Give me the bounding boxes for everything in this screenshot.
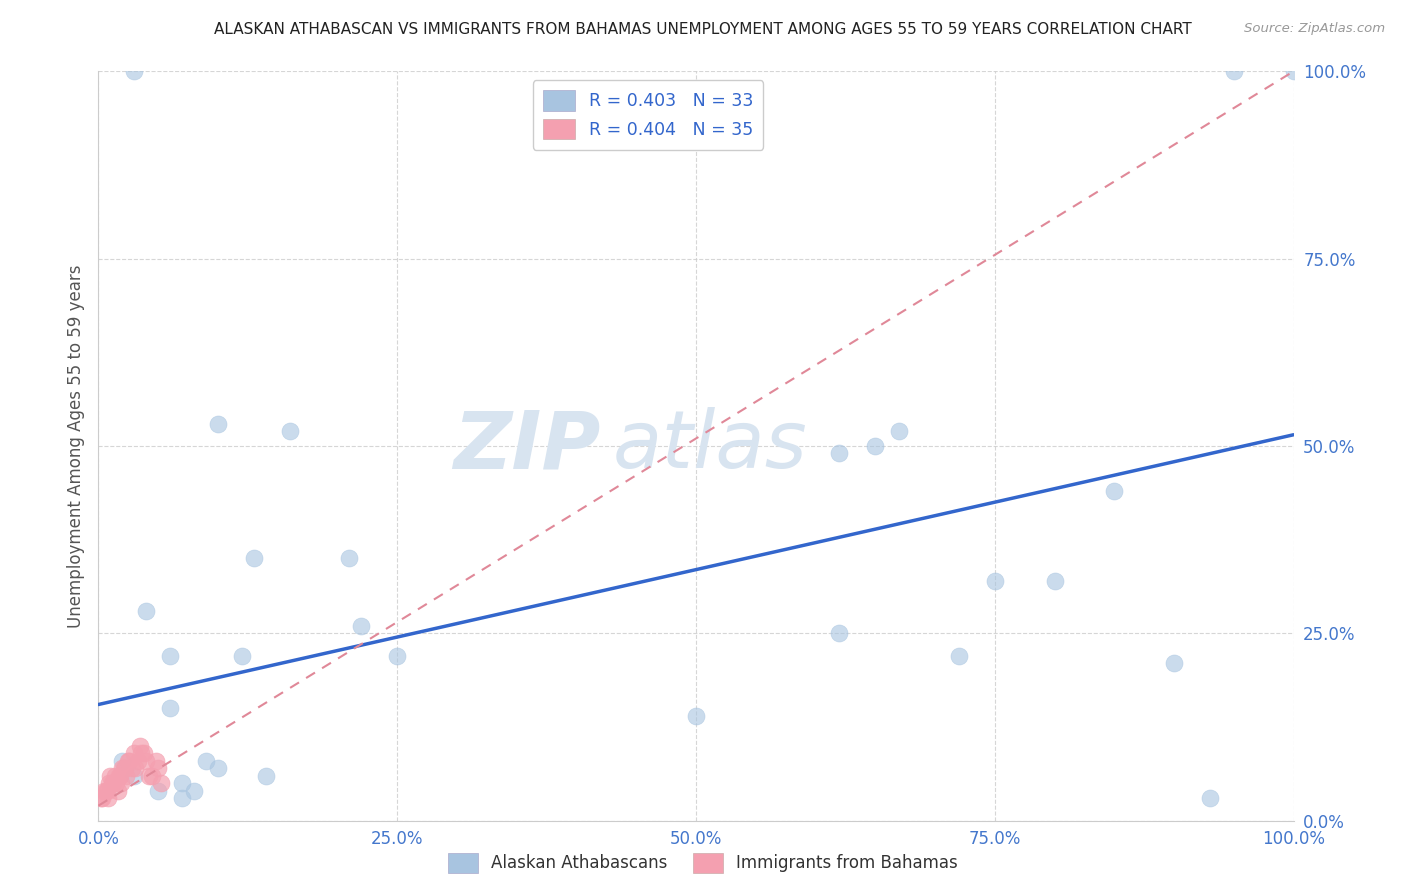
Point [948, 648, 970, 663]
Text: ALASKAN ATHABASCAN VS IMMIGRANTS FROM BAHAMAS UNEMPLOYMENT AMONG AGES 55 TO 59 Y: ALASKAN ATHABASCAN VS IMMIGRANTS FROM BA… [214, 22, 1192, 37]
Point [828, 626, 851, 640]
Point [183, 783, 205, 797]
Point [172, 791, 194, 805]
Point [111, 761, 134, 775]
Point [195, 754, 218, 768]
Point [114, 761, 136, 775]
Point [132, 746, 155, 760]
Point [145, 754, 167, 768]
Point [104, 769, 127, 783]
Point [254, 769, 277, 783]
Point [385, 648, 409, 663]
Point [1199, 791, 1222, 805]
Point [1163, 657, 1185, 671]
Point [91, 791, 114, 805]
Point [115, 769, 138, 783]
Legend: R = 0.403   N = 33, R = 0.404   N = 35: R = 0.403 N = 33, R = 0.404 N = 35 [533, 80, 763, 150]
Point [278, 424, 301, 438]
Point [159, 648, 181, 663]
Point [350, 619, 373, 633]
Point [172, 776, 194, 790]
Point [131, 746, 153, 760]
Point [828, 446, 851, 460]
Point [96, 783, 118, 797]
Point [1282, 64, 1305, 78]
Point [124, 746, 146, 760]
Point [141, 769, 163, 783]
Point [148, 761, 170, 775]
Point [105, 776, 128, 790]
Point [159, 701, 181, 715]
Point [108, 769, 131, 783]
Legend: Alaskan Athabascans, Immigrants from Bahamas: Alaskan Athabascans, Immigrants from Bah… [441, 847, 965, 880]
Point [865, 439, 887, 453]
Point [207, 761, 229, 775]
Point [124, 769, 146, 783]
Point [100, 776, 122, 790]
Point [118, 754, 141, 768]
Point [984, 574, 1007, 588]
Point [110, 776, 132, 790]
Point [107, 769, 129, 783]
Point [117, 754, 139, 768]
Point [101, 776, 124, 790]
Point [149, 776, 172, 790]
Point [111, 754, 134, 768]
Point [1043, 574, 1066, 588]
Point [112, 761, 135, 775]
Point [1104, 483, 1126, 498]
Text: atlas: atlas [613, 407, 807, 485]
Point [127, 754, 149, 768]
Point [231, 648, 253, 663]
Text: ZIP: ZIP [453, 407, 600, 485]
Text: Source: ZipAtlas.com: Source: ZipAtlas.com [1244, 22, 1385, 36]
Point [124, 761, 146, 775]
Point [138, 769, 160, 783]
Point [124, 64, 146, 78]
Point [207, 417, 229, 431]
Point [90, 791, 112, 805]
Point [98, 776, 121, 790]
Point [135, 754, 157, 768]
Point [97, 791, 120, 805]
Y-axis label: Unemployment Among Ages 55 to 59 years: Unemployment Among Ages 55 to 59 years [66, 264, 84, 628]
Point [94, 783, 117, 797]
Point [107, 783, 129, 797]
Point [889, 424, 911, 438]
Point [685, 708, 707, 723]
Point [129, 739, 152, 753]
Point [148, 783, 170, 797]
Point [135, 604, 157, 618]
Point [93, 783, 115, 797]
Point [243, 551, 266, 566]
Point [121, 761, 143, 775]
Point [339, 551, 361, 566]
Point [98, 769, 122, 783]
Point [1223, 64, 1246, 78]
